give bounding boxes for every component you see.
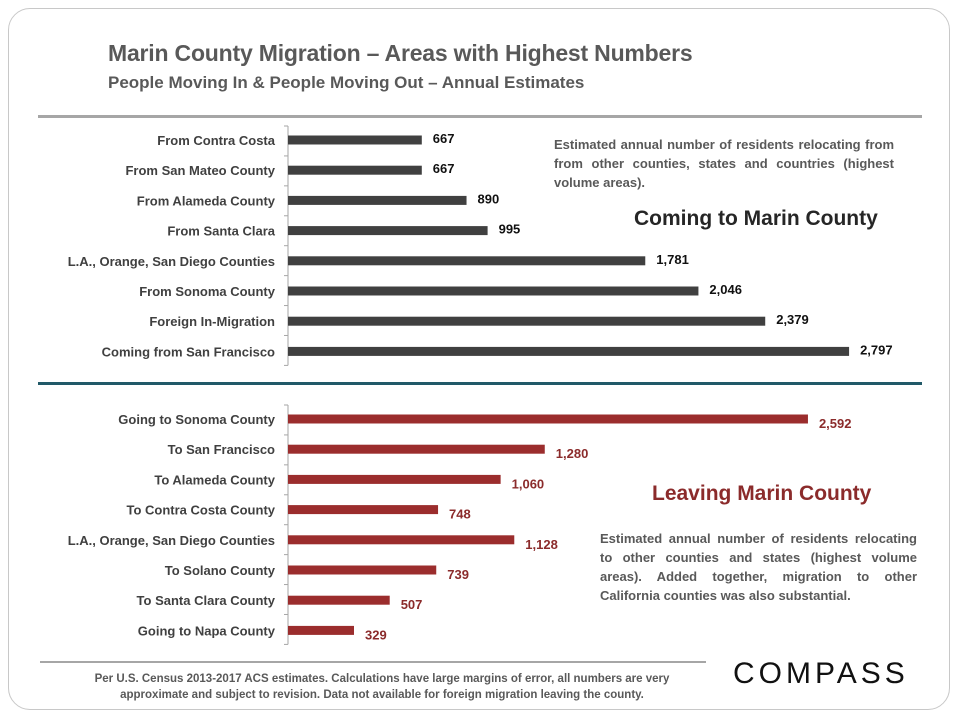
- coming-note: Estimated annual number of residents rel…: [554, 137, 894, 190]
- leaving-category-label: L.A., Orange, San Diego Counties: [68, 533, 275, 548]
- coming-category-label: Coming from San Francisco: [102, 344, 275, 359]
- coming-bar: [288, 256, 646, 266]
- coming-category-label: L.A., Orange, San Diego Counties: [68, 254, 275, 269]
- coming-bar: [288, 286, 699, 296]
- coming-bar: [288, 346, 850, 356]
- leaving-value-label: 329: [365, 627, 387, 642]
- coming-bar: [288, 135, 422, 145]
- leaving-value-label: 2,592: [819, 416, 852, 431]
- leaving-bar: [288, 414, 808, 424]
- coming-category-label: From Alameda County: [137, 193, 276, 208]
- top-divider: [38, 115, 922, 118]
- leaving-value-label: 1,128: [525, 537, 558, 552]
- coming-value-label: 667: [433, 131, 455, 146]
- coming-value-label: 2,797: [860, 342, 893, 357]
- coming-bar: [288, 195, 467, 205]
- footer-divider: [40, 661, 706, 663]
- leaving-bar: [288, 505, 439, 515]
- coming-value-label: 995: [499, 222, 521, 237]
- coming-heading: Coming to Marin County: [634, 207, 878, 230]
- coming-category-label: From Contra Costa: [157, 133, 276, 148]
- leaving-bar: [288, 625, 354, 635]
- leaving-value-label: 739: [447, 567, 469, 582]
- leaving-note: Estimated annual number of residents rel…: [600, 531, 917, 603]
- leaving-value-label: 1,060: [512, 476, 545, 491]
- coming-category-label: From Sonoma County: [139, 284, 276, 299]
- leaving-category-label: To San Francisco: [168, 442, 275, 457]
- coming-bar: [288, 316, 766, 326]
- leaving-bar: [288, 595, 390, 605]
- chart-title: Marin County Migration – Areas with High…: [108, 40, 693, 66]
- coming-value-label: 2,379: [776, 312, 809, 327]
- coming-bar: [288, 165, 422, 175]
- coming-bar: [288, 226, 488, 236]
- coming-category-label: From Santa Clara: [167, 224, 275, 239]
- coming-value-label: 890: [478, 191, 500, 206]
- leaving-value-label: 1,280: [556, 446, 589, 461]
- leaving-value-label: 748: [449, 507, 471, 522]
- leaving-value-label: 507: [401, 597, 423, 612]
- leaving-category-label: Going to Napa County: [138, 623, 276, 638]
- leaving-bar: [288, 474, 501, 484]
- coming-value-label: 667: [433, 161, 455, 176]
- section-divider: [38, 382, 922, 385]
- slide-frame: [8, 8, 950, 710]
- leaving-heading: Leaving Marin County: [652, 482, 872, 505]
- leaving-bar: [288, 535, 515, 545]
- leaving-category-label: To Contra Costa County: [126, 503, 275, 518]
- coming-category-label: Foreign In-Migration: [149, 314, 275, 329]
- leaving-bar: [288, 565, 437, 575]
- leaving-category-label: Going to Sonoma County: [118, 412, 275, 427]
- leaving-category-label: To Alameda County: [154, 472, 275, 487]
- chart-subtitle: People Moving In & People Moving Out – A…: [108, 73, 585, 92]
- coming-value-label: 1,781: [656, 252, 689, 267]
- leaving-category-label: To Santa Clara County: [137, 593, 276, 608]
- coming-category-label: From San Mateo County: [125, 163, 275, 178]
- leaving-bar: [288, 444, 545, 454]
- coming-value-label: 2,046: [709, 282, 742, 297]
- leaving-category-label: To Solano County: [165, 563, 276, 578]
- footer-note: Per U.S. Census 2013-2017 ACS estimates.…: [94, 673, 670, 701]
- compass-logo: COMPASS: [733, 657, 909, 690]
